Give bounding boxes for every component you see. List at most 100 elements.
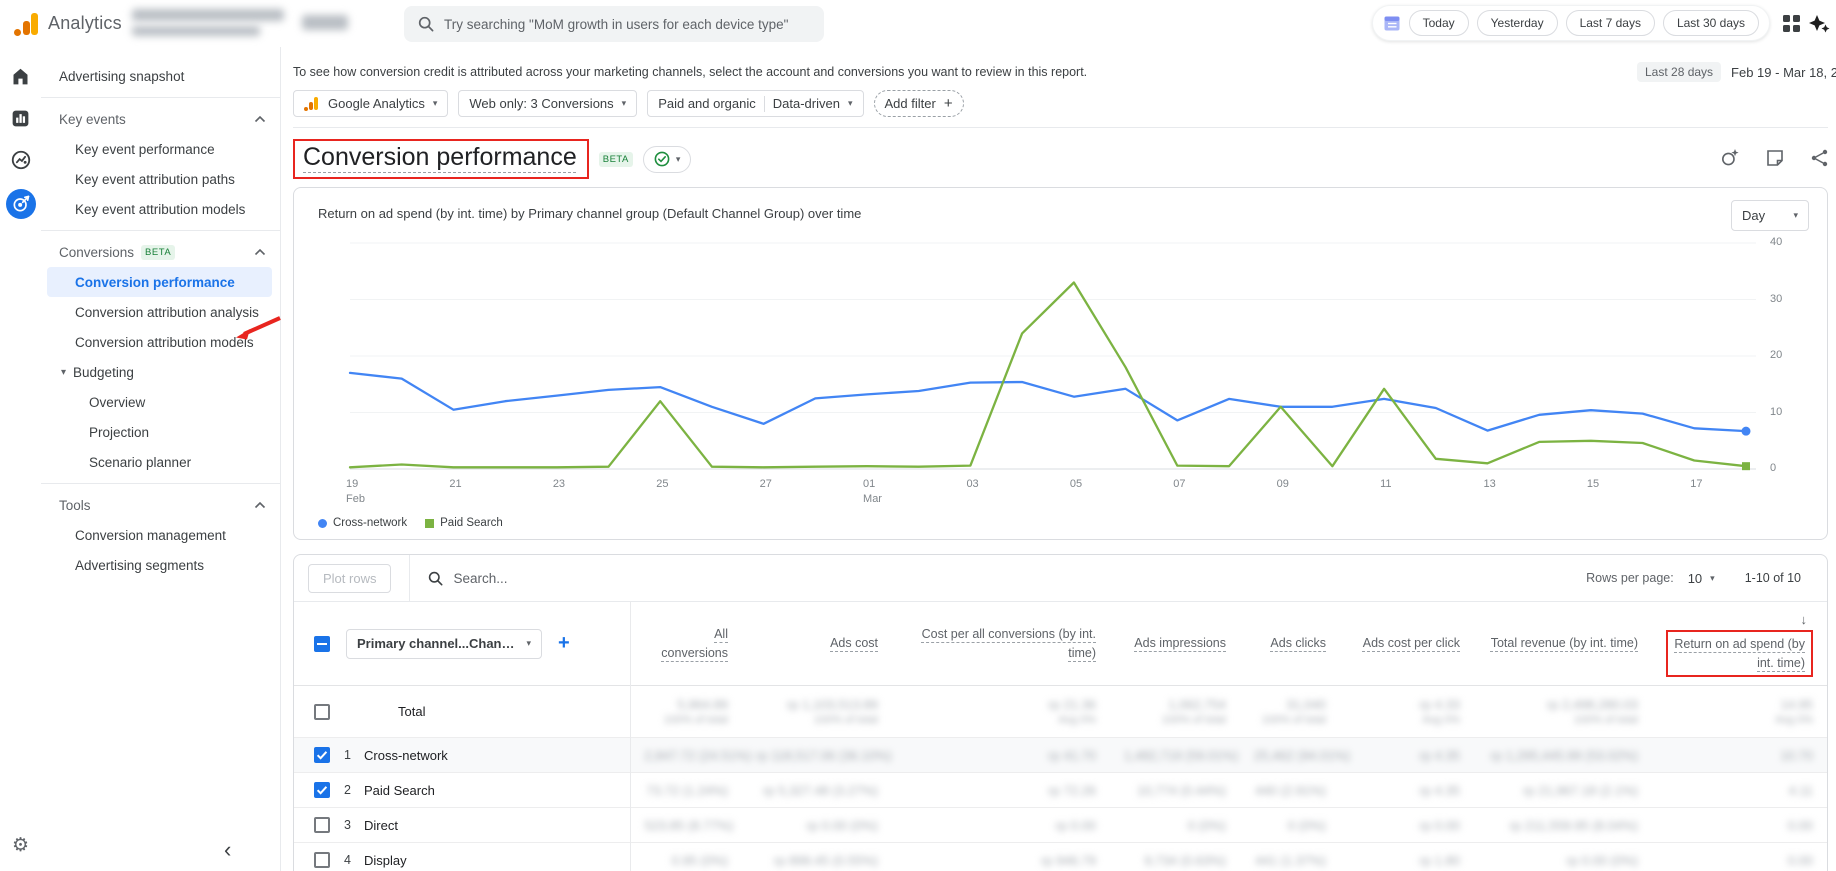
sidebar-item-advertising-segments[interactable]: Advertising segments [47, 550, 272, 580]
sidebar-item-key-event-performance[interactable]: Key event performance [47, 134, 272, 164]
sidebar-item-scenario-planner[interactable]: Scenario planner [47, 447, 272, 477]
sidebar-section-tools[interactable]: Tools [41, 490, 280, 520]
account-name-redacted[interactable] [132, 9, 284, 21]
property-name-redacted[interactable] [132, 26, 260, 36]
column-header[interactable]: Total revenue (by int. time) [1474, 602, 1652, 686]
column-header[interactable]: Ads clicks [1240, 602, 1340, 686]
add-filter-chip[interactable]: Add filter + [873, 90, 964, 117]
home-icon[interactable] [8, 63, 34, 89]
column-header-label[interactable]: All conversions [661, 626, 728, 660]
apps-grid-icon[interactable] [1783, 15, 1800, 32]
column-header[interactable]: Ads cost [742, 602, 892, 686]
sidebar-item-advertising-snapshot[interactable]: Advertising snapshot [47, 61, 272, 91]
column-header-label[interactable]: Ads cost [830, 636, 878, 651]
sidebar-item-key-event-attribution-paths[interactable]: Key event attribution paths [47, 164, 272, 194]
calendar-icon[interactable] [1383, 14, 1401, 32]
range-pill-yesterday[interactable]: Yesterday [1476, 10, 1558, 36]
reports-icon[interactable] [8, 105, 34, 131]
redacted-value: 1,062,754 [1168, 697, 1226, 713]
redacted-value: 73.72 (1.24%) [646, 782, 728, 798]
sidebar-item-conversion-attribution-analysis[interactable]: Conversion attribution analysis [47, 297, 272, 327]
row-checkbox[interactable] [314, 782, 330, 799]
table-search[interactable] [428, 570, 1586, 586]
sidebar-item-projection[interactable]: Projection [47, 417, 272, 447]
redacted-value: rp 41.70 [1048, 747, 1096, 763]
legend-item-cross-network[interactable]: Cross-network [318, 517, 407, 529]
redacted-value: 10.70 [1780, 747, 1813, 763]
table-row-cross-network[interactable]: 1 Cross-network 2,847.72 (24.51%) rp 118,51… [294, 737, 1827, 773]
select-all-checkbox[interactable] [314, 635, 330, 652]
plot-rows-button[interactable]: Plot rows [308, 563, 392, 593]
row-checkbox[interactable] [314, 747, 330, 764]
column-header-label[interactable]: Ads cost per click [1362, 636, 1460, 651]
range-pill-last-7-days[interactable]: Last 7 days [1565, 10, 1655, 36]
redacted-value: 9,734 (0.63%) [1144, 852, 1226, 868]
sidebar-item-label: Overview [89, 394, 146, 410]
column-header[interactable]: Ads cost per click [1340, 602, 1474, 686]
account-chip-redacted[interactable] [302, 15, 348, 30]
add-dimension-button[interactable]: + [558, 632, 570, 655]
channel-model-chip[interactable]: Paid and organic Data-driven ▾ [647, 90, 864, 117]
interval-select[interactable]: Day ▾ [1731, 200, 1809, 231]
sidebar-item-conversion-performance[interactable]: Conversion performance [47, 267, 272, 297]
global-search[interactable]: Try searching "MoM growth in users for e… [404, 6, 824, 42]
table-row-total[interactable]: Total 5,964.89 100% of total rp 1,103,513.8… [294, 685, 1827, 738]
column-header-label[interactable]: Cost per all conversions (by int. time) [921, 626, 1096, 660]
conversions-filter-chip[interactable]: Web only: 3 Conversions ▾ [458, 90, 638, 117]
sidebar-item-budgeting[interactable]: ▾ Budgeting [47, 357, 272, 387]
redacted-value: 31,040 [1286, 697, 1326, 713]
sidebar-item-overview[interactable]: Overview [47, 387, 272, 417]
column-header[interactable]: ↓ Return on ad spend (by int. time) [1652, 602, 1827, 686]
row-checkbox[interactable] [314, 852, 330, 869]
chevron-up-icon [254, 248, 266, 256]
quick-date-ranges: Today Yesterday Last 7 days Last 30 days [1371, 5, 1770, 41]
notes-icon[interactable] [1765, 148, 1785, 168]
account-filter-chip[interactable]: Google Analytics ▾ [293, 90, 449, 117]
settings-gear-icon[interactable]: ⚙ [11, 835, 30, 856]
sidebar-section-conversions[interactable]: Conversions BETA [41, 237, 280, 267]
x-axis-tick: 27 [759, 478, 772, 490]
x-axis-tick: 17 [1690, 478, 1703, 490]
chevron-down-icon[interactable]: ▾ [1710, 572, 1715, 583]
column-header[interactable]: Ads impressions [1110, 602, 1240, 686]
date-range-control[interactable]: Last 28 days Feb 19 - Mar 18, 2 [1637, 62, 1836, 82]
sidebar-item-conversion-management[interactable]: Conversion management [47, 520, 272, 550]
column-header-label[interactable]: Ads clicks [1270, 636, 1326, 651]
row-checkbox[interactable] [314, 703, 330, 720]
chart-plot-area[interactable] [318, 235, 1760, 475]
table-row-direct[interactable]: 3 Direct 523.85 (8.77%) rp 0.00 (0%) rp 0.00… [294, 807, 1827, 843]
collapse-sidebar-icon[interactable]: ‹ [224, 837, 232, 862]
legend-item-paid-search[interactable]: Paid Search [425, 517, 503, 529]
sidebar-item-label: Conversion attribution analysis [75, 304, 259, 320]
table-row-paid-search[interactable]: 2 Paid Search 73.72 (1.24%) rp 5,327.48 (3.… [294, 772, 1827, 808]
column-header-label[interactable]: Ads impressions [1134, 636, 1226, 651]
sidebar-item-label: Key event attribution models [75, 201, 246, 217]
channel-name: Display [364, 852, 407, 868]
redacted-value: rp 1,103,513.89 [786, 697, 878, 713]
account-filter-label: Google Analytics [328, 96, 425, 111]
sparkle-icon[interactable] [1808, 11, 1830, 35]
sidebar-item-key-event-attribution-models[interactable]: Key event attribution models [47, 194, 272, 224]
redacted-value: rp 946.79 [1041, 852, 1096, 868]
insights-icon[interactable] [1720, 148, 1740, 168]
row-checkbox[interactable] [314, 817, 330, 834]
range-pill-today[interactable]: Today [1408, 10, 1469, 36]
column-header[interactable]: All conversions [630, 602, 742, 686]
sidebar-section-key-events[interactable]: Key events [41, 104, 280, 134]
expander-triangle-icon[interactable]: ▾ [61, 366, 67, 378]
x-axis-tick: 11 [1380, 478, 1392, 490]
column-header-label[interactable]: Return on ad spend (by int. time) [1674, 636, 1805, 670]
chevron-down-icon: ▾ [675, 153, 681, 164]
column-header[interactable]: Cost per all conversions (by int. time) [892, 602, 1110, 686]
range-pill-last-30-days[interactable]: Last 30 days [1662, 10, 1759, 36]
advertising-icon[interactable] [5, 189, 36, 219]
table-row-display[interactable]: 4 Display 0.95 (0%) rp 899.45 (0.55%) rp 946… [294, 842, 1827, 871]
column-header-label[interactable]: Total revenue (by int. time) [1490, 636, 1638, 651]
table-search-input[interactable] [453, 570, 754, 586]
rows-per-page-value[interactable]: 10 [1687, 570, 1703, 586]
dimension-picker[interactable]: Primary channel...Channel Group)▾ [346, 628, 542, 659]
report-status-pill[interactable]: ▾ [642, 145, 692, 173]
sidebar-item-conversion-attribution-models[interactable]: Conversion attribution models [47, 327, 272, 357]
explore-icon[interactable] [8, 147, 34, 173]
share-icon[interactable] [1810, 148, 1830, 168]
